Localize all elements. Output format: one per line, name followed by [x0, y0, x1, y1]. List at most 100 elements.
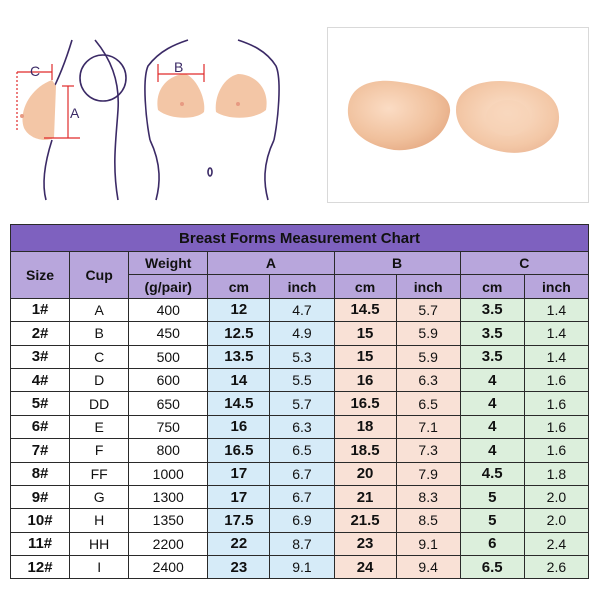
cell-a-cm: 23	[207, 555, 271, 580]
cell-b-cm: 16	[333, 367, 397, 393]
cell-c-cm: 4	[459, 391, 525, 416]
cell-c-cm: 6.5	[459, 555, 525, 580]
cell-size: 5#	[9, 391, 71, 416]
cell-weight: 500	[128, 344, 209, 369]
breast-form-front	[347, 80, 451, 151]
cell-a-inch: 6.3	[269, 414, 335, 440]
cell-b-inch: 7.1	[395, 414, 461, 440]
cell-size: 11#	[9, 531, 71, 557]
cell-cup: FF	[69, 461, 130, 486]
table-row: 9# G 1300 17 6.7 21 8.3 5 2.0	[9, 484, 590, 510]
breast-form-back-center	[486, 100, 530, 136]
cell-cup: HH	[69, 531, 130, 557]
cell-c-inch: 1.6	[523, 391, 590, 416]
cell-b-cm: 14.5	[333, 297, 397, 323]
cell-c-inch: 2.0	[523, 484, 590, 510]
header-weight-unit: (g/pair)	[128, 274, 209, 299]
cell-c-cm: 3.5	[459, 321, 525, 346]
cell-weight: 600	[128, 367, 209, 393]
cell-size: 4#	[9, 367, 71, 393]
side-breast-form	[22, 80, 56, 140]
cell-a-inch: 4.7	[269, 297, 335, 323]
cell-c-cm: 5	[459, 484, 525, 510]
cell-size: 7#	[9, 438, 71, 463]
cell-a-inch: 6.7	[269, 461, 335, 486]
cell-c-cm: 3.5	[459, 297, 525, 323]
cell-a-inch: 5.3	[269, 344, 335, 369]
cell-c-cm: 4	[459, 414, 525, 440]
cell-cup: H	[69, 508, 130, 533]
cell-a-cm: 16	[207, 414, 271, 440]
table-row: 8# FF 1000 17 6.7 20 7.9 4.5 1.8	[9, 461, 590, 486]
cell-b-cm: 18	[333, 414, 397, 440]
cell-b-inch: 8.3	[395, 484, 461, 510]
cell-size: 3#	[9, 344, 71, 369]
cell-c-inch: 1.6	[523, 414, 590, 440]
cell-cup: D	[69, 367, 130, 393]
cell-a-cm: 12	[207, 297, 271, 323]
front-left-nipple	[180, 102, 184, 106]
cell-cup: A	[69, 297, 130, 323]
cell-b-cm: 15	[333, 321, 397, 346]
cell-weight: 2400	[128, 555, 209, 580]
cell-weight: 1300	[128, 484, 209, 510]
cell-cup: C	[69, 344, 130, 369]
header-a-inch: inch	[269, 274, 335, 299]
cell-b-inch: 5.9	[395, 344, 461, 369]
front-right-breast-form	[215, 74, 267, 118]
cell-c-cm: 4.5	[459, 461, 525, 486]
table-row: 4# D 600 14 5.5 16 6.3 4 1.6	[9, 367, 590, 393]
cell-a-cm: 22	[207, 531, 271, 557]
table-row: 10# H 1350 17.5 6.9 21.5 8.5 5 2.0	[9, 508, 590, 533]
header-b-inch: inch	[395, 274, 461, 299]
cell-c-inch: 1.4	[523, 297, 590, 323]
cell-c-inch: 1.6	[523, 367, 590, 393]
cell-weight: 1350	[128, 508, 209, 533]
header-c: C	[459, 250, 590, 276]
cell-b-cm: 15	[333, 344, 397, 369]
cell-b-inch: 9.1	[395, 531, 461, 557]
cell-size: 12#	[9, 555, 71, 580]
cell-cup: DD	[69, 391, 130, 416]
table-title: Breast Forms Measurement Chart	[10, 224, 589, 252]
cell-c-cm: 6	[459, 531, 525, 557]
cell-a-inch: 6.9	[269, 508, 335, 533]
cell-a-inch: 9.1	[269, 555, 335, 580]
cell-weight: 750	[128, 414, 209, 440]
cell-size: 8#	[9, 461, 71, 486]
cell-c-cm: 4	[459, 438, 525, 463]
cell-b-cm: 20	[333, 461, 397, 486]
cell-cup: F	[69, 438, 130, 463]
cell-b-cm: 21	[333, 484, 397, 510]
header-cup: Cup	[69, 251, 130, 299]
measure-lines-side	[16, 64, 80, 139]
front-view-body	[144, 39, 280, 201]
cell-c-inch: 1.4	[523, 344, 590, 369]
cell-size: 2#	[9, 321, 71, 346]
cell-a-cm: 17.5	[207, 508, 271, 533]
cell-c-inch: 2.4	[523, 531, 590, 557]
body-diagram: C A B	[16, 39, 280, 201]
cell-weight: 2200	[128, 531, 209, 557]
cell-weight: 450	[128, 321, 209, 346]
cell-c-inch: 2.0	[523, 508, 590, 533]
label-c: C	[30, 63, 40, 79]
measurement-chart: Breast Forms Measurement Chart Size Cup …	[9, 224, 590, 580]
table-row: 6# E 750 16 6.3 18 7.1 4 1.6	[9, 414, 590, 440]
cell-b-cm: 21.5	[333, 508, 397, 533]
cell-size: 6#	[9, 414, 71, 440]
cell-b-inch: 6.5	[395, 391, 461, 416]
cell-size: 10#	[9, 508, 71, 533]
cell-b-cm: 18.5	[333, 438, 397, 463]
header-b: B	[333, 250, 461, 276]
cell-a-inch: 5.7	[269, 391, 335, 416]
cell-b-inch: 7.9	[395, 461, 461, 486]
header-size: Size	[9, 251, 71, 299]
table-body: 1# A 400 12 4.7 14.5 5.7 3.5 1.4 2# B 450 12.5 4.9 15 5…	[9, 297, 590, 580]
table-row: 7# F 800 16.5 6.5 18.5 7.3 4 1.6	[9, 438, 590, 463]
cell-a-cm: 14.5	[207, 391, 271, 416]
cell-weight: 800	[128, 438, 209, 463]
cell-b-cm: 16.5	[333, 391, 397, 416]
header-weight: Weight	[128, 250, 209, 276]
cell-b-inch: 8.5	[395, 508, 461, 533]
